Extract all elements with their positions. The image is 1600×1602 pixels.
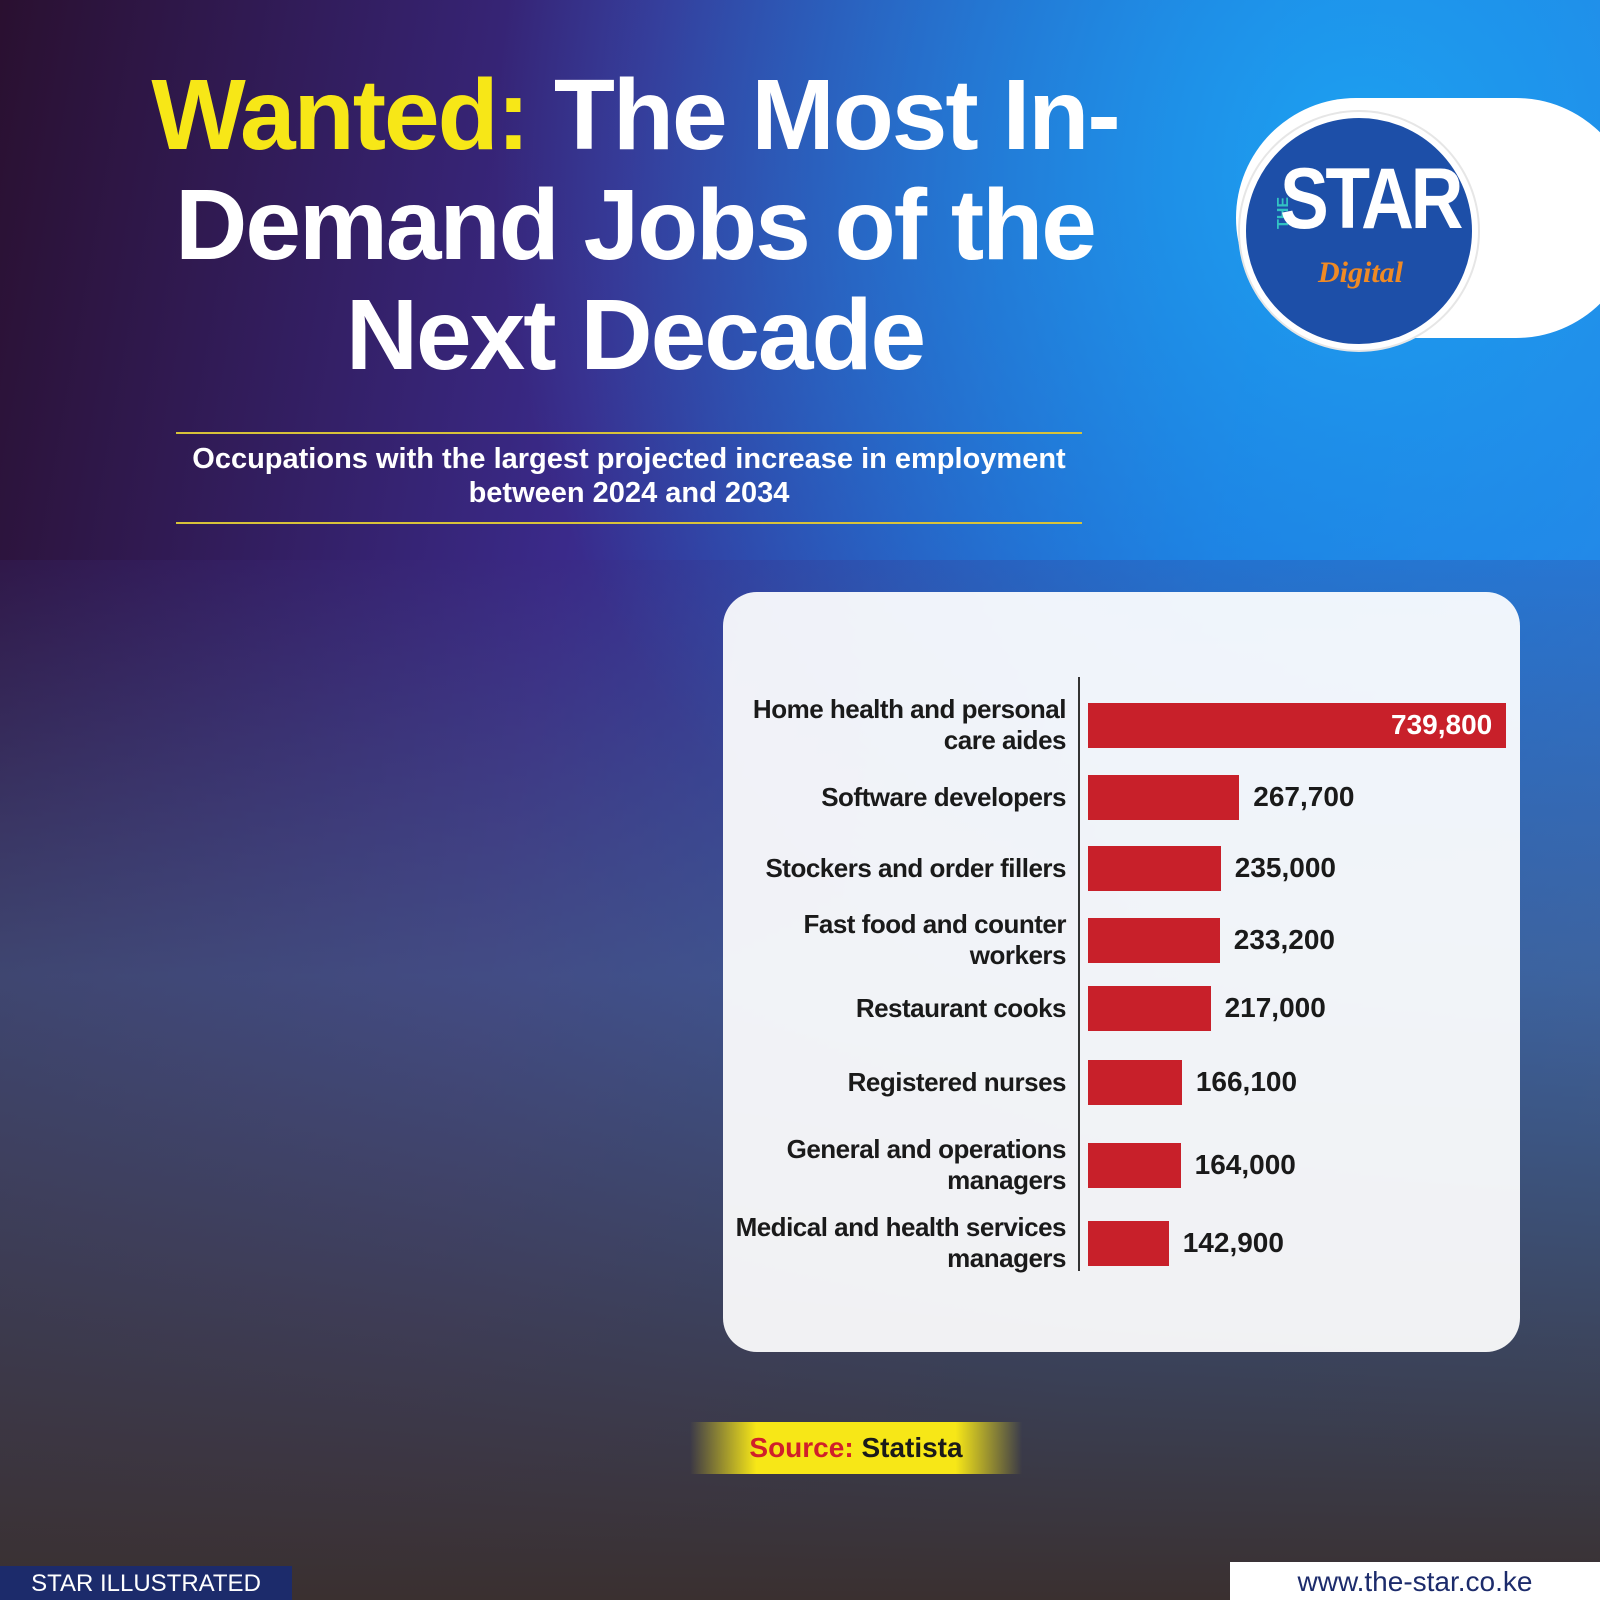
bar: [1088, 702, 1506, 748]
category-label: General and operations managers: [786, 1134, 1067, 1195]
rule: [176, 432, 1082, 434]
source-text: Statista: [861, 1432, 963, 1463]
category-label: Software developers: [821, 781, 1066, 812]
category-label: Home health and personal care aides: [752, 694, 1067, 755]
url: www.the-star.co.ke: [1230, 1562, 1600, 1600]
category-label: Medical and health services managers: [735, 1212, 1067, 1273]
source-label: Source:: [749, 1432, 854, 1463]
logo-digital: Digital: [1318, 256, 1404, 289]
axis-line: [1078, 677, 1080, 1271]
value-label: 164,000: [1194, 1149, 1296, 1180]
title: Wanted: The Most In-Demand Jobs of the N…: [130, 60, 1140, 390]
title-text: The Most In-Demand Jobs of the Next Deca…: [175, 59, 1120, 391]
logo-circle: [1240, 112, 1478, 350]
bar: [1088, 774, 1240, 820]
value-label: 235,000: [1234, 852, 1336, 883]
bar: [1088, 985, 1211, 1031]
category-label: Stockers and order fillers: [765, 852, 1066, 883]
bar: [1088, 1142, 1181, 1188]
category-label: Restaurant cooks: [855, 992, 1067, 1023]
value-label: 267,700: [1253, 781, 1355, 812]
value-label: 217,000: [1224, 992, 1326, 1023]
credit: STAR ILLUSTRATED: [0, 1566, 292, 1600]
category-label: Registered nurses: [847, 1066, 1067, 1097]
title-highlight: Wanted:: [151, 59, 530, 171]
source: Source: Statista: [690, 1422, 1022, 1474]
value-label: 233,200: [1233, 924, 1335, 955]
value-label: 166,100: [1195, 1066, 1298, 1097]
bar: [1088, 845, 1221, 891]
bar: [1088, 917, 1220, 963]
bar: [1088, 1220, 1169, 1266]
value-label: 739,800: [1391, 709, 1493, 740]
logo-star: STAR: [1280, 151, 1463, 247]
rule: [176, 522, 1082, 524]
subtitle: Occupations with the largest projected i…: [192, 443, 1066, 509]
bar: [1088, 1059, 1182, 1105]
category-label: Fast food and counter workers: [803, 909, 1067, 970]
value-label: 142,900: [1182, 1227, 1284, 1258]
